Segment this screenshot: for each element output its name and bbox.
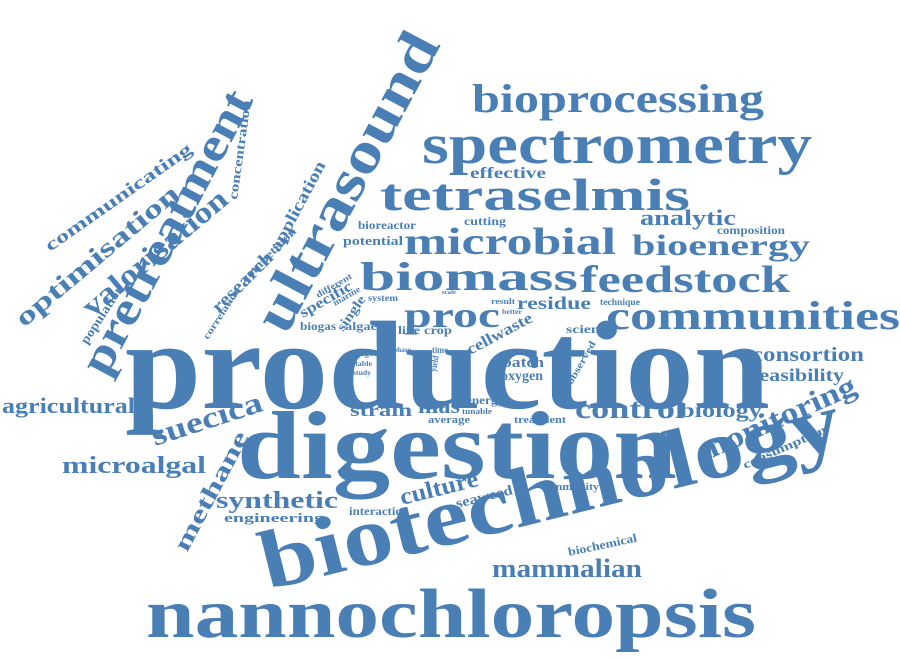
word-potential: potential bbox=[343, 233, 403, 248]
word-phase: phase bbox=[393, 346, 411, 354]
word-feasibility: feasibility bbox=[752, 365, 844, 385]
word-nannochloropsis: nannochloropsis bbox=[146, 576, 756, 653]
word-stable: stable bbox=[352, 360, 372, 368]
word-tetraselmis: tetraselmis bbox=[380, 169, 690, 220]
word-control: control bbox=[575, 394, 685, 425]
word-system: system bbox=[368, 293, 399, 303]
word-biogas: biogas bbox=[300, 319, 336, 333]
word-treatment: treatment bbox=[514, 415, 567, 426]
word-bioreactor: bioreactor bbox=[358, 218, 417, 232]
word-community: community bbox=[541, 482, 599, 493]
word-science: science bbox=[566, 322, 615, 336]
word-production: production bbox=[125, 297, 770, 436]
word-cutting: cutting bbox=[464, 214, 506, 228]
word-time: time bbox=[432, 345, 448, 355]
word-algae: algae bbox=[345, 319, 378, 333]
word-tunable: tunable bbox=[462, 407, 493, 416]
word-agricultural: agricultural bbox=[2, 393, 135, 418]
word-synthetic: synthetic bbox=[216, 488, 338, 514]
word-analytic: analytic bbox=[640, 205, 736, 230]
word-strain: strain bbox=[350, 400, 412, 420]
word-batch: batch bbox=[502, 355, 545, 371]
word-result: result bbox=[491, 297, 515, 306]
word-average: average bbox=[428, 415, 471, 426]
word-bioprocessing: bioprocessing bbox=[472, 76, 764, 121]
word-proc: proc bbox=[404, 295, 500, 335]
word-oxygen: oxygen bbox=[501, 369, 543, 384]
word-energy: energy bbox=[466, 393, 504, 407]
word-line: line bbox=[398, 323, 421, 337]
word-study: study bbox=[353, 369, 372, 377]
word-spectrometry: spectrometry bbox=[422, 114, 812, 176]
word-bioenergy: bioenergy bbox=[632, 229, 810, 262]
word-microbial: microbial bbox=[404, 221, 616, 263]
word-interaction: interaction bbox=[349, 504, 409, 518]
word-feedstock: feedstock bbox=[580, 259, 791, 301]
word-yield: yield bbox=[428, 355, 441, 372]
word-mas: mas bbox=[418, 393, 460, 418]
word-mammalian: mammalian bbox=[492, 554, 643, 583]
word-edge: edge bbox=[355, 348, 373, 358]
word-composition: composition bbox=[717, 223, 785, 237]
word-microalgal: microalgal bbox=[62, 453, 206, 479]
word-engineering: engineering bbox=[224, 510, 325, 525]
word-scale: scale bbox=[442, 290, 456, 296]
word-effective: effective bbox=[470, 165, 546, 182]
word-digestion: digestion bbox=[237, 392, 677, 499]
word-better: better bbox=[502, 308, 522, 316]
word-residue: residue bbox=[517, 293, 591, 313]
word-communities: communities bbox=[606, 293, 900, 338]
word-crop: crop bbox=[424, 323, 452, 337]
word-consortion: consortion bbox=[752, 344, 864, 366]
word-biomass: biomass bbox=[360, 254, 578, 299]
word-biology: biology bbox=[680, 400, 762, 422]
word-technique: technique bbox=[600, 297, 640, 307]
